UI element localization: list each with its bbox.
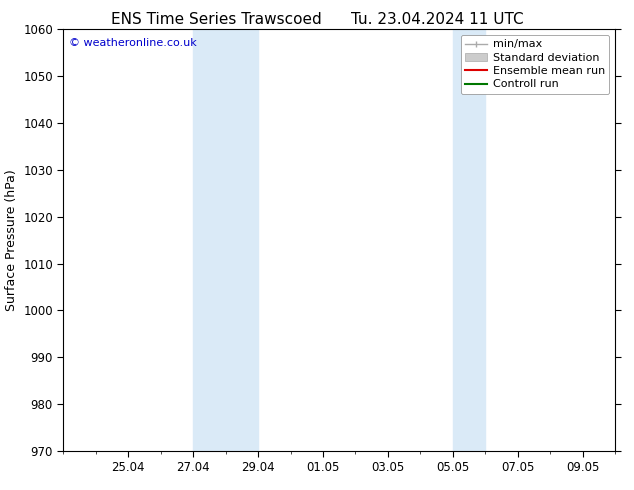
Text: © weatheronline.co.uk: © weatheronline.co.uk (69, 38, 197, 48)
Bar (453, 29, 485, 451)
Legend: min/max, Standard deviation, Ensemble mean run, Controll run: min/max, Standard deviation, Ensemble me… (460, 35, 609, 94)
Text: ENS Time Series Trawscoed      Tu. 23.04.2024 11 UTC: ENS Time Series Trawscoed Tu. 23.04.2024… (111, 12, 523, 27)
Bar (193, 29, 258, 451)
Y-axis label: Surface Pressure (hPa): Surface Pressure (hPa) (4, 169, 18, 311)
